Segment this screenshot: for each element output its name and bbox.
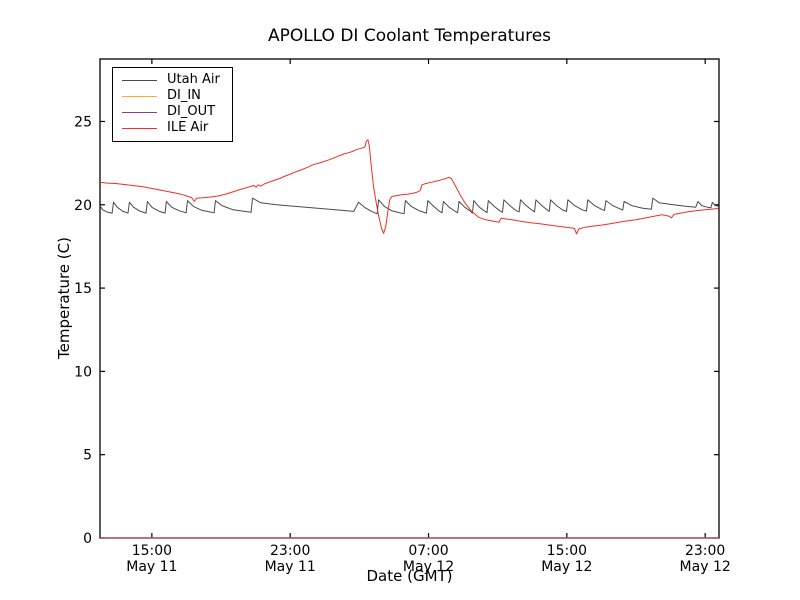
x-tick-label-date: May 12 (541, 559, 592, 575)
x-tick-label-date: May 12 (680, 559, 731, 575)
series-line-ile-air (99, 139, 719, 235)
legend-entry-ile-air: ILE Air (122, 120, 220, 136)
x-tick-label-time: 15:00 (132, 543, 172, 559)
legend-line-utah-air (122, 79, 157, 81)
series-line-utah-air (99, 197, 719, 215)
y-tick-label: 25 (74, 114, 92, 130)
legend-label: ILE Air (167, 120, 209, 135)
chart-title: APOLLO DI Coolant Temperatures (267, 26, 552, 46)
x-tick-label-date: May 11 (265, 559, 316, 575)
legend-entry-utah-air: Utah Air (122, 72, 220, 88)
y-tick-label: 15 (74, 281, 92, 297)
legend-entry-di-out: DI_OUT (122, 104, 220, 120)
legend-line-di-in (122, 95, 157, 97)
legend-label: DI_OUT (167, 104, 216, 119)
x-axis-label: Date (GMT) (366, 567, 453, 585)
legend-label: Utah Air (167, 72, 220, 87)
x-tick-label-date: May 12 (403, 559, 454, 575)
y-axis-label: Temperature (C) (55, 237, 73, 359)
x-tick-label-time: 23:00 (270, 543, 310, 559)
y-tick-label: 10 (74, 364, 92, 380)
legend-line-ile-air (122, 127, 157, 129)
legend: Utah Air DI_IN DI_OUT ILE Air (112, 67, 233, 142)
legend-line-di-out (122, 111, 157, 113)
y-tick-label: 20 (74, 198, 92, 214)
y-tick-label: 0 (83, 531, 92, 547)
x-tick-label-date: May 11 (126, 559, 177, 575)
legend-label: DI_IN (167, 88, 201, 103)
legend-entry-di-in: DI_IN (122, 88, 220, 104)
y-tick-label: 5 (83, 448, 92, 464)
x-tick-label-time: 07:00 (408, 543, 448, 559)
x-tick-label-time: 15:00 (547, 543, 587, 559)
x-tick-label-time: 23:00 (685, 543, 725, 559)
